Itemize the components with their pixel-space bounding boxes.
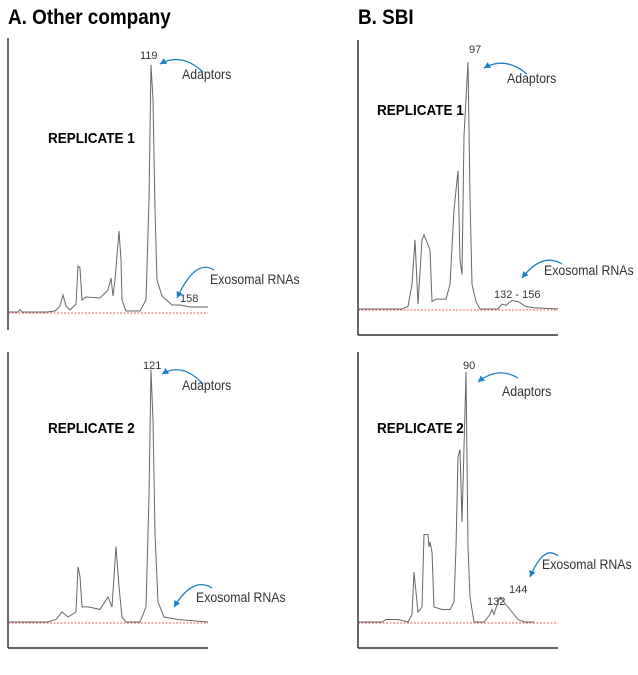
replicate-label: REPLICATE 2 [48, 420, 135, 437]
panel-title-a: A. Other company [8, 6, 171, 29]
peak-label: 90 [463, 360, 476, 372]
trace-line [8, 64, 208, 313]
arrowhead-icon [176, 291, 183, 298]
arrowhead-icon [529, 570, 536, 577]
exosomal-peak-label: 158 [180, 293, 199, 305]
trace-line [358, 371, 534, 623]
panel-title-b: B. SBI [358, 6, 414, 29]
replicate-label: REPLICATE 2 [377, 420, 464, 437]
adaptors-label: Adaptors [502, 383, 552, 399]
adaptors-label: Adaptors [182, 377, 232, 393]
exosomal-rnas-label: Exosomal RNAs [210, 271, 300, 287]
arrowhead-icon [522, 271, 529, 278]
replicate-label: REPLICATE 1 [48, 130, 135, 147]
arrowhead-icon [174, 600, 181, 607]
arrowhead-icon [160, 58, 167, 64]
replicate-label: REPLICATE 1 [377, 102, 464, 119]
peak-label: 121 [143, 360, 162, 372]
exosomal-rnas-label: Exosomal RNAs [544, 262, 634, 278]
trace-line [8, 369, 209, 623]
exosomal-peak-label: 132 [487, 596, 506, 608]
peak-label: 97 [469, 44, 482, 56]
exosomal-peak-label: 132 - 156 [494, 289, 541, 301]
arrowhead-icon [478, 375, 485, 382]
adaptors-label: Adaptors [182, 66, 232, 82]
adaptors-label: Adaptors [507, 70, 557, 86]
exosomal-rnas-label: Exosomal RNAs [542, 556, 632, 572]
exosomal-rnas-label: Exosomal RNAs [196, 589, 286, 605]
arrowhead-icon [484, 62, 491, 68]
exosomal-peak-label: 144 [509, 584, 528, 596]
arrowhead-icon [162, 368, 169, 374]
trace-line [358, 61, 559, 310]
exosomal-arrow [176, 266, 215, 299]
peak-label: 119 [140, 50, 158, 62]
